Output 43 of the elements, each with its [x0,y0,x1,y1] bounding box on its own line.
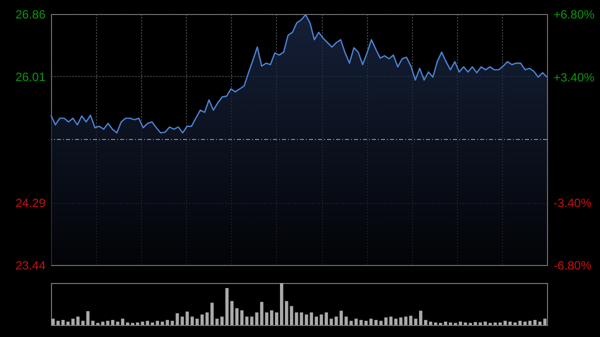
bar [140,322,144,325]
bar [448,322,452,325]
bar [533,320,537,325]
bar [66,322,70,325]
bar [538,322,542,325]
bar [310,312,314,325]
bar [513,322,517,325]
bar [543,318,547,325]
y2-tick-label: +3.40% [554,70,595,84]
y-tick-label: 23.44 [15,258,46,272]
bar [384,317,388,325]
y-tick-label: 24.29 [15,196,46,210]
bar [136,322,140,325]
bar [458,322,462,325]
bar [71,318,75,325]
bar [51,318,55,325]
bar [235,308,239,325]
bar [225,288,229,325]
bar [284,301,288,325]
bar [290,306,294,325]
y2-tick-label: +6.80% [554,8,595,22]
y-tick-label: 26.01 [15,70,46,84]
bar [220,316,224,325]
bar [369,318,373,325]
bar [523,322,527,325]
bar [304,314,308,325]
bar [76,316,80,325]
y2-tick-label: -3.40% [554,196,592,210]
bar [230,301,234,325]
bar [444,322,448,325]
bar [294,312,298,325]
bar [150,322,154,325]
bar [61,320,65,325]
bar [215,318,219,325]
bar [464,322,468,325]
bar [210,302,214,325]
bar [300,312,304,325]
bar [205,312,209,325]
y2-tick-label: -6.80% [554,258,592,272]
y-tick-label: 26.86 [15,8,46,22]
bar [374,320,378,325]
bar [359,320,363,325]
bar [389,316,393,325]
